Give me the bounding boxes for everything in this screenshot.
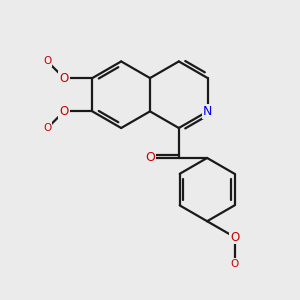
Text: O: O: [230, 230, 239, 244]
Text: O: O: [59, 105, 69, 118]
Text: O: O: [43, 56, 52, 66]
Text: O: O: [59, 72, 69, 85]
Text: O: O: [230, 259, 238, 269]
Text: O: O: [146, 152, 155, 164]
Text: O: O: [43, 123, 52, 133]
Text: N: N: [203, 105, 212, 118]
